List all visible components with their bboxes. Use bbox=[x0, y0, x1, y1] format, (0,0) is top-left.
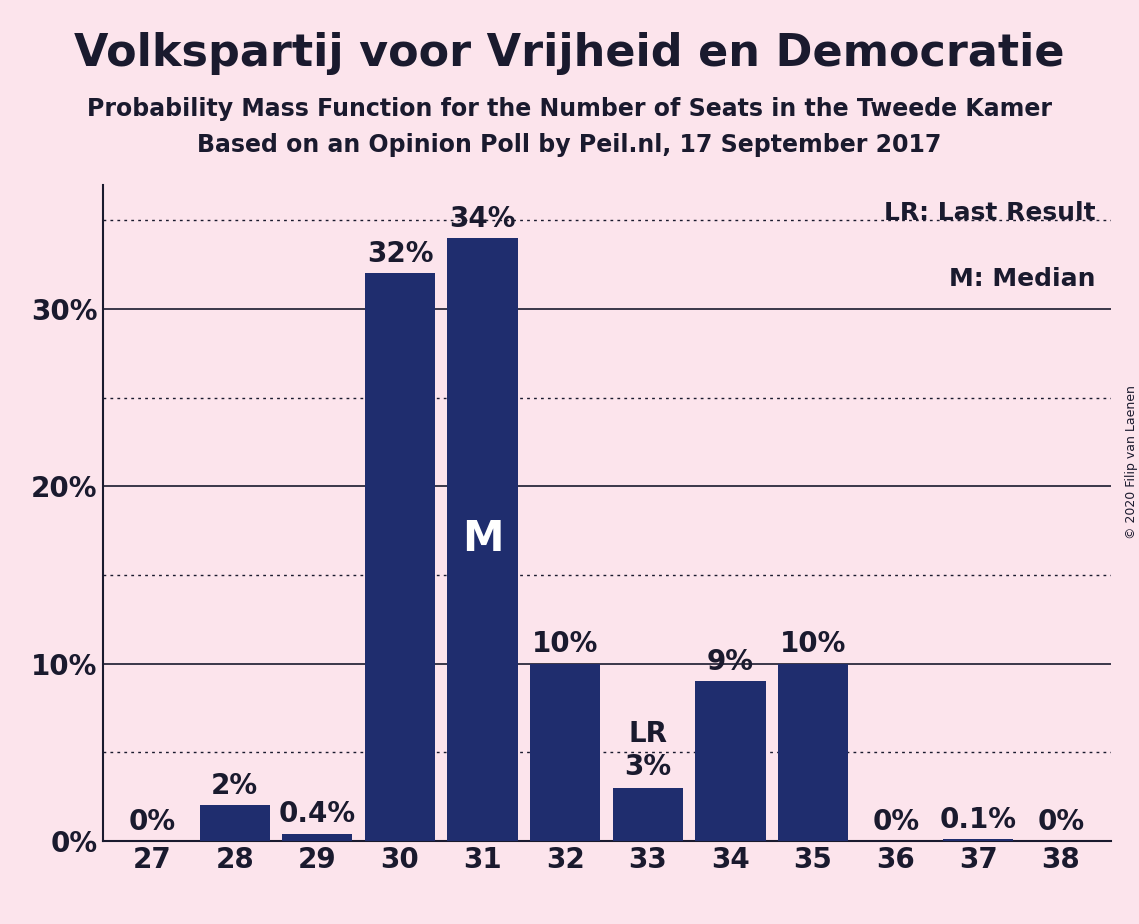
Text: 10%: 10% bbox=[532, 630, 598, 658]
Text: 9%: 9% bbox=[707, 648, 754, 676]
Bar bbox=[530, 663, 600, 841]
Text: © 2020 Filip van Laenen: © 2020 Filip van Laenen bbox=[1124, 385, 1138, 539]
Text: Volkspartij voor Vrijheid en Democratie: Volkspartij voor Vrijheid en Democratie bbox=[74, 32, 1065, 76]
Text: 0.1%: 0.1% bbox=[940, 806, 1017, 833]
Bar bbox=[695, 681, 765, 841]
Text: M: Median: M: Median bbox=[949, 267, 1096, 291]
Bar bbox=[282, 833, 352, 841]
Text: 0.4%: 0.4% bbox=[279, 800, 355, 829]
Bar bbox=[199, 806, 270, 841]
Text: 0%: 0% bbox=[872, 808, 919, 835]
Bar bbox=[448, 238, 518, 841]
Text: LR
3%: LR 3% bbox=[624, 720, 671, 781]
Text: Probability Mass Function for the Number of Seats in the Tweede Kamer: Probability Mass Function for the Number… bbox=[87, 97, 1052, 121]
Bar bbox=[613, 787, 683, 841]
Text: 0%: 0% bbox=[129, 808, 175, 835]
Bar bbox=[943, 839, 1014, 841]
Bar bbox=[778, 663, 849, 841]
Text: M: M bbox=[461, 518, 503, 561]
Text: 0%: 0% bbox=[1038, 808, 1084, 835]
Text: LR: Last Result: LR: Last Result bbox=[884, 201, 1096, 225]
Text: Based on an Opinion Poll by Peil.nl, 17 September 2017: Based on an Opinion Poll by Peil.nl, 17 … bbox=[197, 133, 942, 157]
Bar bbox=[364, 274, 435, 841]
Text: 2%: 2% bbox=[211, 772, 259, 800]
Text: 34%: 34% bbox=[449, 205, 516, 233]
Text: 10%: 10% bbox=[780, 630, 846, 658]
Text: 32%: 32% bbox=[367, 240, 433, 268]
